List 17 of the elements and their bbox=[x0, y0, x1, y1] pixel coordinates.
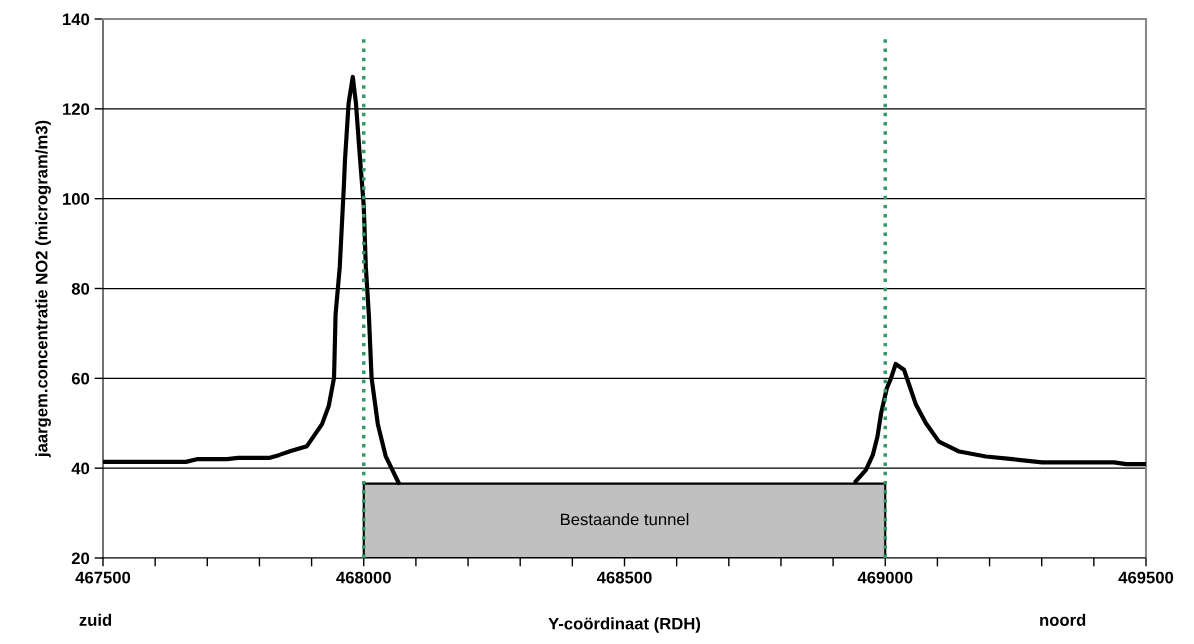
y-axis-title: jaargem.concentratie NO2 (microgram/m3) bbox=[35, 120, 51, 458]
x-tick-label: 468000 bbox=[336, 571, 391, 584]
x-tick-label: 467500 bbox=[75, 571, 131, 584]
y-tick-label: 100 bbox=[63, 193, 90, 205]
band-label: Bestaande tunnel bbox=[561, 513, 689, 526]
x-tick-label: 468500 bbox=[596, 571, 652, 584]
x-tick-label: 469000 bbox=[857, 571, 913, 584]
x-axis-title: Y-coördinaat (RDH) bbox=[548, 617, 701, 633]
text: noord bbox=[1040, 613, 1086, 626]
text: zuid bbox=[79, 613, 112, 626]
y-tick-label: 120 bbox=[63, 103, 90, 116]
x-tick-label: 469500 bbox=[1118, 571, 1174, 584]
y-tick-label: 140 bbox=[63, 13, 90, 26]
y-tick-label: 40 bbox=[71, 462, 90, 475]
y-tick-label: 20 bbox=[71, 552, 90, 565]
y-tick-label: 80 bbox=[71, 282, 90, 295]
y-tick-label: 60 bbox=[71, 372, 90, 385]
